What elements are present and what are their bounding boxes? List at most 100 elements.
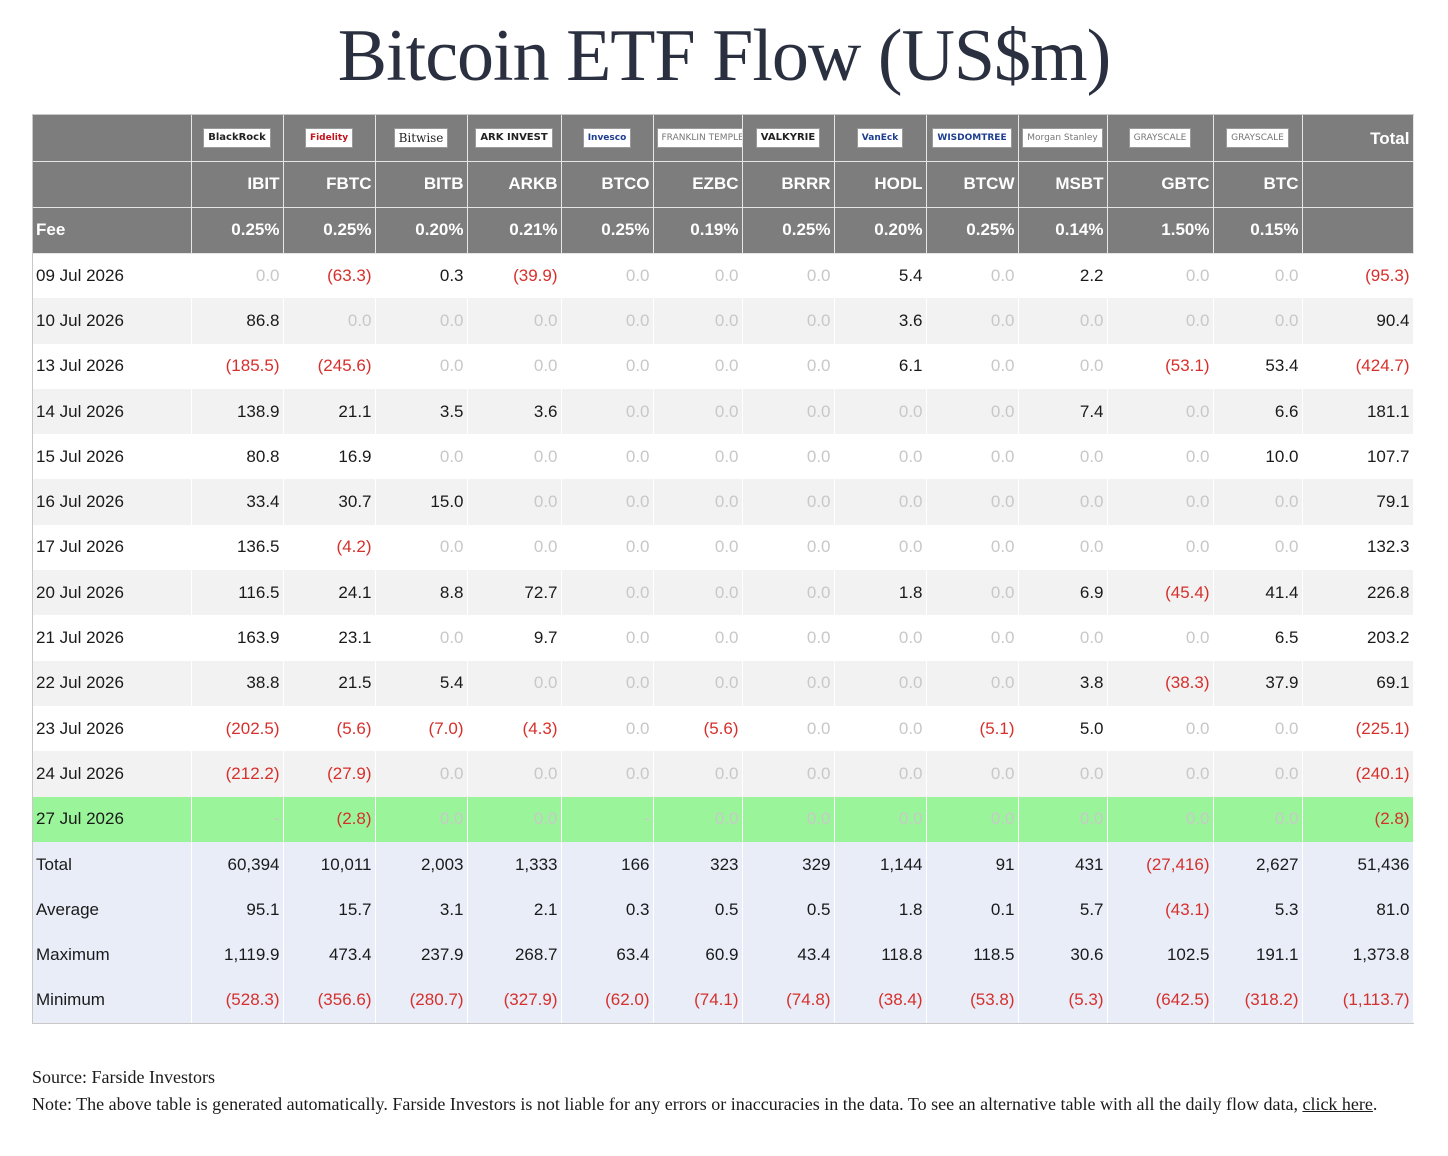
table-row: 22 Jul 2026 38.8 21.5 5.4 0.0 0.0 0.0 0.0 0.0 0.0…: [33, 660, 1414, 706]
summary-cell: 60,394: [191, 841, 284, 888]
flow-cell: 0.0: [1107, 388, 1214, 435]
summary-label: Total: [33, 841, 192, 888]
flow-cell: 0.0: [1213, 524, 1303, 571]
summary-cell: (356.6): [283, 977, 376, 1024]
flow-cell: 0.0: [653, 253, 743, 299]
summary-cell: 2.1: [467, 887, 562, 933]
flow-cell: 0.0: [926, 751, 1019, 797]
flow-cell: 5.4: [375, 660, 468, 706]
summary-cell: 5.7: [1018, 887, 1108, 933]
flow-cell: 0.0: [926, 343, 1019, 389]
ticker-ezbc: EZBC: [653, 161, 743, 208]
table-row: 23 Jul 2026 (202.5) (5.6) (7.0) (4.3) 0.0 (5.6…: [33, 705, 1414, 752]
flow-cell: 0.0: [926, 660, 1019, 706]
flow-cell: 0.0: [561, 705, 654, 752]
flow-cell: 0.0: [561, 615, 654, 661]
summary-row: Total 60,394 10,011 2,003 1,333 166 323 329 1,14…: [33, 841, 1414, 888]
flow-cell: 30.7: [283, 479, 376, 525]
ticker-gbtc: GBTC: [1107, 161, 1214, 208]
summary-cell: 15.7: [283, 887, 376, 933]
ticker-hodl: HODL: [834, 161, 927, 208]
flow-cell: 0.0: [926, 434, 1019, 480]
issuer-logo-cell: Fidelity: [283, 115, 376, 162]
row-total: (225.1): [1302, 705, 1414, 752]
flow-cell: 136.5: [191, 524, 284, 571]
fee-msbt: 0.14%: [1018, 207, 1108, 254]
flow-cell: 16.9: [283, 434, 376, 480]
flow-cell: 0.0: [926, 479, 1019, 525]
flow-cell: 0.0: [1107, 705, 1214, 752]
row-total: (2.8): [1302, 796, 1414, 842]
flow-cell: (45.4): [1107, 570, 1214, 616]
row-date: 15 Jul 2026: [33, 434, 192, 480]
row-date: 10 Jul 2026: [33, 298, 192, 344]
flow-cell: (63.3): [283, 253, 376, 299]
flow-cell: 0.0: [926, 796, 1019, 842]
flow-cell: -: [561, 796, 654, 842]
table-row: 10 Jul 2026 86.8 0.0 0.0 0.0 0.0 0.0 0.0 3.6 0.0 0…: [33, 298, 1414, 344]
summary-cell: 5.3: [1213, 887, 1303, 933]
summary-cell: 43.4: [742, 932, 835, 978]
ticker-msbt: MSBT: [1018, 161, 1108, 208]
row-date: 14 Jul 2026: [33, 388, 192, 435]
summary-cell: 118.5: [926, 932, 1019, 978]
flow-cell: 0.0: [653, 388, 743, 435]
row-total: 107.7: [1302, 434, 1414, 480]
table-row: 16 Jul 2026 33.4 30.7 15.0 0.0 0.0 0.0 0.0 0.0 0.…: [33, 479, 1414, 525]
flow-cell: (38.3): [1107, 660, 1214, 706]
flow-cell: 0.0: [742, 615, 835, 661]
flow-cell: 0.0: [742, 298, 835, 344]
flow-cell: 0.0: [653, 343, 743, 389]
flow-cell: 10.0: [1213, 434, 1303, 480]
summary-cell: 191.1: [1213, 932, 1303, 978]
flow-cell: 0.0: [834, 660, 927, 706]
fee-btcw: 0.25%: [926, 207, 1019, 254]
flow-cell: (27.9): [283, 751, 376, 797]
issuer-logo-btc: GRAYSCALE: [1226, 128, 1289, 148]
ticker-arkb: ARKB: [467, 161, 562, 208]
flow-cell: 0.0: [834, 615, 927, 661]
alternative-table-link[interactable]: click here: [1302, 1094, 1373, 1114]
ticker-fbtc: FBTC: [283, 161, 376, 208]
row-date: 13 Jul 2026: [33, 343, 192, 389]
flow-cell: 0.0: [1107, 615, 1214, 661]
flow-cell: 0.0: [561, 388, 654, 435]
flow-cell: 0.0: [1018, 343, 1108, 389]
flow-cell: 5.4: [834, 253, 927, 299]
summary-label: Maximum: [33, 932, 192, 978]
flow-cell: 6.1: [834, 343, 927, 389]
summary-cell: (318.2): [1213, 977, 1303, 1024]
summary-cell: 63.4: [561, 932, 654, 978]
flow-cell: 0.0: [834, 751, 927, 797]
issuer-logo-arkb: ARK INVEST: [475, 128, 553, 148]
flow-cell: (5.6): [653, 705, 743, 752]
summary-label: Minimum: [33, 977, 192, 1024]
flow-cell: (245.6): [283, 343, 376, 389]
flow-cell: 0.0: [1018, 615, 1108, 661]
flow-cell: 41.4: [1213, 570, 1303, 616]
disclaimer-text: Note: The above table is generated autom…: [32, 1094, 1303, 1114]
flow-cell: 0.0: [375, 796, 468, 842]
flow-cell: 80.8: [191, 434, 284, 480]
flow-cell: 0.0: [375, 524, 468, 571]
row-total: 69.1: [1302, 660, 1414, 706]
summary-row: Minimum (528.3) (356.6) (280.7) (327.9) (62.0…: [33, 977, 1414, 1024]
ticker-brrr: BRRR: [742, 161, 835, 208]
flow-cell: 6.5: [1213, 615, 1303, 661]
flow-cell: 0.0: [1107, 253, 1214, 299]
flow-cell: 0.0: [742, 796, 835, 842]
summary-cell: 0.3: [561, 887, 654, 933]
table-row: 20 Jul 2026 116.5 24.1 8.8 72.7 0.0 0.0 0.0 1.8 0…: [33, 570, 1414, 616]
flow-cell: 138.9: [191, 388, 284, 435]
summary-cell: 102.5: [1107, 932, 1214, 978]
flow-cell: 0.0: [283, 298, 376, 344]
table-row: 13 Jul 2026 (185.5) (245.6) 0.0 0.0 0.0 0.0 0.0…: [33, 343, 1414, 389]
fee-bitb: 0.20%: [375, 207, 468, 254]
flow-cell: 3.6: [834, 298, 927, 344]
issuer-logo-hodl: VanEck: [856, 128, 904, 148]
flow-cell: 0.0: [1107, 434, 1214, 480]
flow-cell: 38.8: [191, 660, 284, 706]
flow-cell: 0.0: [834, 705, 927, 752]
fee-fbtc: 0.25%: [283, 207, 376, 254]
summary-cell: 3.1: [375, 887, 468, 933]
